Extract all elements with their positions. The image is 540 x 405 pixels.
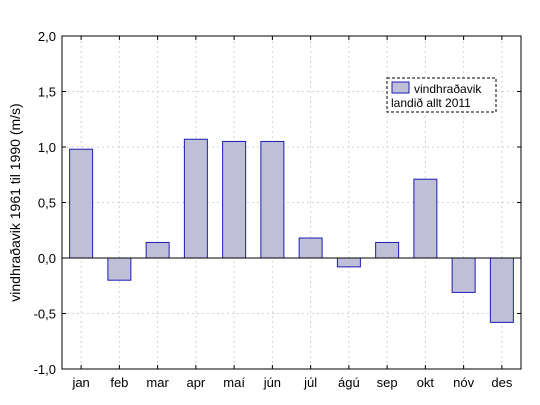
bar xyxy=(451,257,476,293)
x-tick-label: jan xyxy=(71,375,89,390)
x-tick-label: jún xyxy=(263,375,281,390)
y-tick-label: 0,5 xyxy=(38,196,56,211)
bar xyxy=(222,140,247,259)
x-tick-label: mar xyxy=(146,375,169,390)
y-tick-label: 0,0 xyxy=(38,251,56,266)
legend-label: vindhraðavik xyxy=(414,82,482,96)
x-tick-label: apr xyxy=(186,375,205,390)
y-tick-label: 1,5 xyxy=(38,85,56,100)
bar xyxy=(298,237,323,259)
bar xyxy=(107,257,132,281)
bar xyxy=(375,241,400,259)
y-tick-label: 2,0 xyxy=(38,29,56,44)
x-tick-label: feb xyxy=(110,375,128,390)
legend: vindhraðavik landið allt 2011 xyxy=(386,77,497,113)
bar xyxy=(413,178,438,259)
legend-label: landið allt 2011 xyxy=(391,96,471,110)
x-tick-label: ágú xyxy=(338,375,360,390)
bar xyxy=(69,148,94,259)
x-tick-label: maí xyxy=(223,375,245,390)
x-tick-label: des xyxy=(491,375,512,390)
bar xyxy=(260,140,285,259)
x-axis-ticks: jan feb mar apr maí jún júl ágú sep okt nóv des xyxy=(71,36,513,390)
y-tick-label: -1,0 xyxy=(34,362,56,377)
y-axis-label: vindhraðavik 1961 til 1990 (m/s) xyxy=(7,103,23,301)
x-tick-label: júl xyxy=(303,375,317,390)
bar xyxy=(489,257,514,323)
bar xyxy=(336,257,361,268)
bar xyxy=(183,138,208,259)
x-tick-label: okt xyxy=(417,375,435,390)
x-tick-label: sep xyxy=(377,375,398,390)
bar xyxy=(145,241,170,259)
y-axis-ticks: -1,0 -0,5 0,0 0,5 1,0 1,5 2,0 xyxy=(34,29,521,377)
bars xyxy=(69,138,514,323)
legend-swatch xyxy=(391,81,410,94)
x-tick-label: nóv xyxy=(453,375,474,390)
y-tick-label: 1,0 xyxy=(38,140,56,155)
y-tick-label: -0,5 xyxy=(34,307,56,322)
